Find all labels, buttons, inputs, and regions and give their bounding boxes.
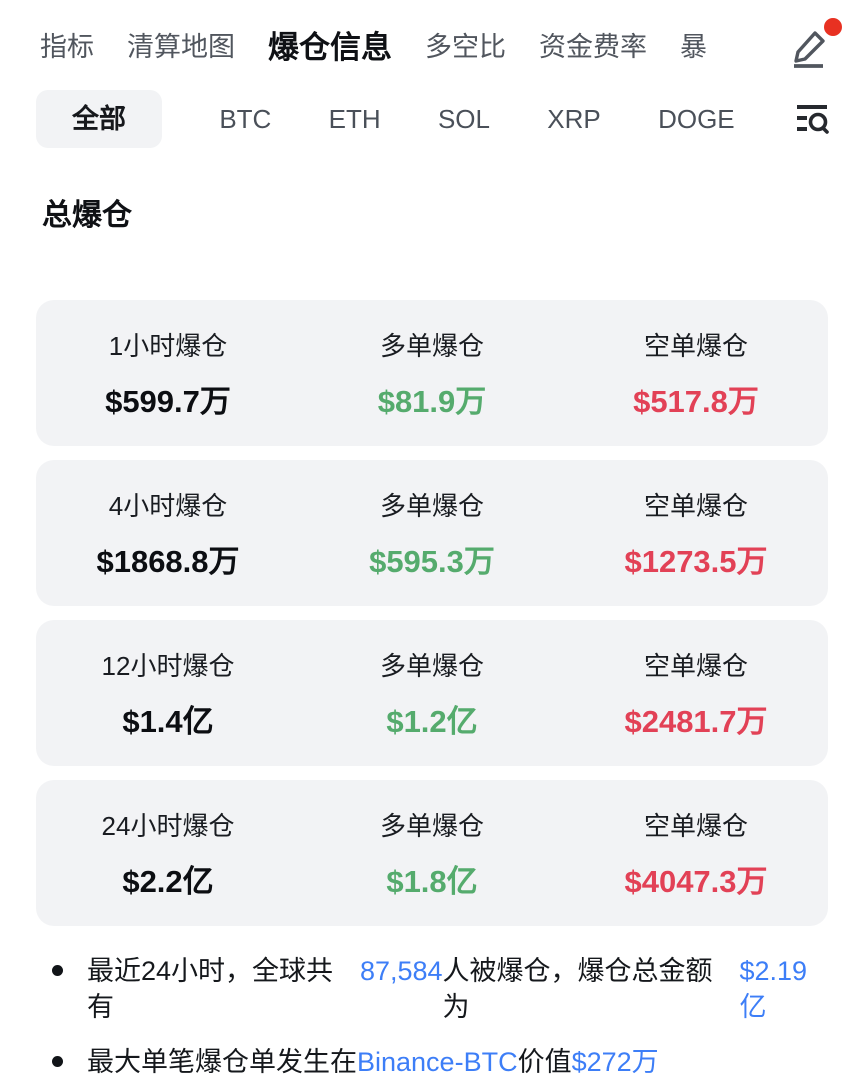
- long-cell: 多单爆仓 $1.2亿: [300, 646, 564, 741]
- nav-item-liquidation-map[interactable]: 清算地图: [127, 31, 235, 62]
- note-24h-summary: 最近24小时，全球共有 87,584 人被爆仓，爆仓总金额为 $2.19亿: [44, 953, 834, 1025]
- total-liquidation-amount[interactable]: $2.19亿: [739, 956, 808, 1022]
- footnotes: 最近24小时，全球共有 87,584 人被爆仓，爆仓总金额为 $2.19亿 最大单笔爆…: [44, 953, 834, 1080]
- period-label: 1小时爆仓: [108, 330, 228, 361]
- short-value: $2481.7万: [624, 703, 768, 739]
- short-cell: 空单爆仓 $4047.3万: [564, 806, 828, 901]
- tab-all[interactable]: 全部: [36, 90, 162, 148]
- largest-order-pair-link[interactable]: Binance-BTC: [357, 1047, 518, 1077]
- long-label: 多单爆仓: [379, 650, 484, 681]
- liquidation-cards: 1小时爆仓 $599.7万 多单爆仓 $81.9万 空单爆仓 $517.8万 4…: [36, 300, 828, 926]
- edit-button[interactable]: [786, 18, 842, 68]
- long-label: 多单爆仓: [379, 330, 484, 361]
- tab-doge[interactable]: DOGE: [658, 103, 735, 134]
- nav-item-liquidation-info[interactable]: 爆仓信息: [268, 29, 392, 65]
- short-cell: 空单爆仓 $517.8万: [564, 326, 828, 421]
- long-value: $1.2亿: [386, 703, 478, 739]
- note-text: 价值: [517, 1047, 572, 1077]
- top-nav: 指标 清算地图 爆仓信息 多空比 资金费率 暴: [0, 0, 864, 72]
- short-label: 空单爆仓: [643, 490, 748, 521]
- long-cell: 多单爆仓 $595.3万: [300, 486, 564, 581]
- nav-item-long-short-ratio[interactable]: 多空比: [425, 31, 506, 62]
- nav-item-clipped[interactable]: 暴: [680, 31, 707, 62]
- short-value: $517.8万: [633, 383, 759, 419]
- period-label: 4小时爆仓: [108, 490, 228, 521]
- pencil-edit-icon: [794, 31, 825, 68]
- long-label: 多单爆仓: [379, 810, 484, 841]
- note-largest-order: 最大单笔爆仓单发生在 Binance-BTC 价值 $272万: [44, 1044, 834, 1080]
- nav-item-indicators[interactable]: 指标: [40, 31, 94, 62]
- tab-sol[interactable]: SOL: [437, 103, 490, 134]
- notification-dot: [824, 18, 842, 36]
- card-12h: 12小时爆仓 $1.4亿 多单爆仓 $1.2亿 空单爆仓 $2481.7万: [36, 620, 828, 766]
- long-value: $1.8亿: [386, 863, 478, 899]
- largest-order-value[interactable]: $272万: [571, 1047, 659, 1077]
- total-cell: 1小时爆仓 $599.7万: [36, 326, 300, 421]
- total-cell: 4小时爆仓 $1868.8万: [36, 486, 300, 581]
- period-value: $1.4亿: [122, 703, 214, 739]
- note-text: 最近24小时，全球共有: [87, 956, 334, 1022]
- period-value: $599.7万: [105, 383, 231, 419]
- short-label: 空单爆仓: [643, 810, 748, 841]
- note-text: 最大单笔爆仓单发生在: [87, 1047, 357, 1077]
- short-value: $1273.5万: [624, 543, 768, 579]
- nav-item-funding-rate[interactable]: 资金费率: [539, 31, 647, 62]
- long-cell: 多单爆仓 $81.9万: [300, 326, 564, 421]
- list-search-icon[interactable]: [792, 99, 832, 139]
- period-label: 24小时爆仓: [101, 810, 235, 841]
- short-cell: 空单爆仓 $2481.7万: [564, 646, 828, 741]
- long-value: $81.9万: [377, 383, 487, 419]
- long-cell: 多单爆仓 $1.8亿: [300, 806, 564, 901]
- short-cell: 空单爆仓 $1273.5万: [564, 486, 828, 581]
- long-label: 多单爆仓: [379, 490, 484, 521]
- short-value: $4047.3万: [624, 863, 768, 899]
- total-cell: 24小时爆仓 $2.2亿: [36, 806, 300, 901]
- card-1h: 1小时爆仓 $599.7万 多单爆仓 $81.9万 空单爆仓 $517.8万: [36, 300, 828, 446]
- short-label: 空单爆仓: [643, 650, 748, 681]
- total-cell: 12小时爆仓 $1.4亿: [36, 646, 300, 741]
- short-label: 空单爆仓: [643, 330, 748, 361]
- card-24h: 24小时爆仓 $2.2亿 多单爆仓 $1.8亿 空单爆仓 $4047.3万: [36, 780, 828, 926]
- coin-filter-tabs: 全部 BTC ETH SOL XRP DOGE: [36, 90, 832, 148]
- period-value: $1868.8万: [96, 543, 240, 579]
- tab-eth[interactable]: ETH: [328, 103, 381, 134]
- card-4h: 4小时爆仓 $1868.8万 多单爆仓 $595.3万 空单爆仓 $1273.5…: [36, 460, 828, 606]
- liquidated-people-count[interactable]: 87,584: [359, 956, 443, 986]
- note-text: 人被爆仓，爆仓总金额为: [442, 956, 713, 1022]
- page-title: 总爆仓: [42, 199, 132, 232]
- tab-btc[interactable]: BTC: [219, 103, 272, 134]
- period-value: $2.2亿: [122, 863, 214, 899]
- long-value: $595.3万: [369, 543, 495, 579]
- period-label: 12小时爆仓: [101, 650, 235, 681]
- tab-xrp[interactable]: XRP: [547, 103, 601, 134]
